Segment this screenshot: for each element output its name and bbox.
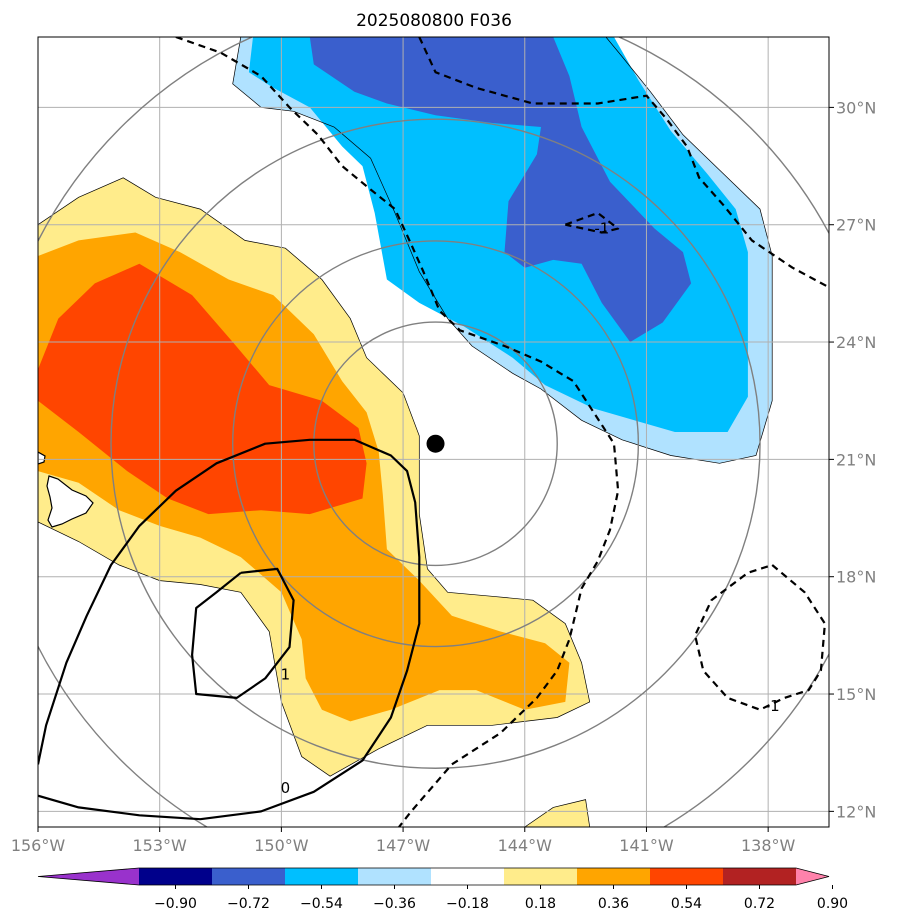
storm-center-marker bbox=[426, 434, 445, 453]
colorbar-segment bbox=[650, 868, 724, 885]
colorbar: −0.90 −0.72 −0.54 −0.36 −0.18 0.18 0.36 0.54 0.7… bbox=[37, 867, 848, 912]
island-outline-small bbox=[38, 451, 46, 465]
colorbar-tick-label: 0.18 bbox=[525, 896, 556, 912]
colorbar-extend-high bbox=[796, 868, 829, 885]
colorbar-segment bbox=[285, 868, 359, 885]
axis-ticks: 156°W 153°W 150°W 147°W 144°W 141°W 138°W 12°N 1… bbox=[11, 98, 877, 855]
colorbar-segment bbox=[212, 868, 286, 885]
colorbar-tick-label: −0.54 bbox=[300, 896, 343, 912]
contour-lines bbox=[38, 37, 829, 827]
contour-labels: -1 -1 1 0 bbox=[281, 220, 780, 797]
filled-contours bbox=[38, 37, 773, 827]
range-ring bbox=[110, 118, 761, 769]
y-tick-label: 24°N bbox=[836, 333, 876, 352]
contour-line--1 bbox=[175, 37, 620, 827]
y-tick-label: 21°N bbox=[836, 450, 876, 469]
colorbar-tick-label: 0.72 bbox=[744, 896, 775, 912]
colorbar-tick-label: 0.36 bbox=[598, 896, 629, 912]
colorbar-extend-low bbox=[38, 868, 139, 885]
contour-label: 1 bbox=[281, 665, 291, 683]
colorbar-tick-label: 0.90 bbox=[817, 896, 848, 912]
region-outline--0.18 bbox=[232, 37, 773, 464]
contour-line-1 bbox=[191, 567, 295, 700]
filled-region-0.54 bbox=[38, 263, 367, 515]
grid-lines bbox=[38, 37, 829, 827]
colorbar-segment bbox=[504, 868, 578, 885]
x-tick-label: 141°W bbox=[619, 836, 674, 855]
x-tick-label: 138°W bbox=[741, 836, 796, 855]
contour-line--1 bbox=[564, 211, 620, 234]
colorbar-segment bbox=[723, 868, 797, 885]
colorbar-tick-label: −0.36 bbox=[373, 896, 416, 912]
colorbar-outline bbox=[37, 867, 830, 886]
coastline bbox=[38, 451, 94, 528]
region-outline-0.18 bbox=[524, 799, 591, 827]
plot-area: -1 -1 1 0 bbox=[38, 37, 829, 827]
range-rings bbox=[38, 37, 829, 827]
colorbar-segment bbox=[577, 868, 651, 885]
colorbar-tick-label: −0.72 bbox=[227, 896, 270, 912]
colorbar-segment bbox=[431, 868, 505, 885]
x-tick-label: 147°W bbox=[376, 836, 431, 855]
colorbar-tick-label: 0.54 bbox=[671, 896, 702, 912]
island-outline bbox=[46, 475, 94, 528]
contour-line-0 bbox=[38, 438, 421, 821]
range-ring bbox=[313, 321, 558, 567]
contour-label: 0 bbox=[281, 779, 291, 797]
filled-region-0.18 bbox=[524, 799, 590, 827]
contour-line--1 bbox=[418, 37, 829, 289]
filled-region--0.36 bbox=[248, 37, 748, 432]
range-ring bbox=[232, 240, 640, 648]
y-tick-label: 12°N bbox=[836, 802, 876, 821]
plot-frame bbox=[37, 36, 830, 828]
y-tick-label: 30°N bbox=[836, 98, 876, 117]
filled-region--0.54 bbox=[309, 37, 692, 342]
contour-line--1 bbox=[693, 563, 827, 711]
colorbar-tick-label: −0.18 bbox=[446, 896, 489, 912]
colorbar-tick-label: −0.90 bbox=[154, 896, 197, 912]
y-tick-label: 15°N bbox=[836, 685, 876, 704]
contour-label: -1 bbox=[765, 697, 780, 715]
x-tick-label: 150°W bbox=[254, 836, 309, 855]
colorbar-segment bbox=[139, 868, 213, 885]
x-tick-label: 144°W bbox=[498, 836, 553, 855]
y-tick-label: 27°N bbox=[836, 216, 876, 235]
contour-label: -1 bbox=[594, 220, 609, 238]
y-tick-label: 18°N bbox=[836, 568, 876, 587]
x-tick-label: 156°W bbox=[11, 836, 66, 855]
x-tick-label: 153°W bbox=[133, 836, 188, 855]
colorbar-segment bbox=[358, 868, 432, 885]
chart-title: 2025080800 F036 bbox=[356, 11, 512, 31]
